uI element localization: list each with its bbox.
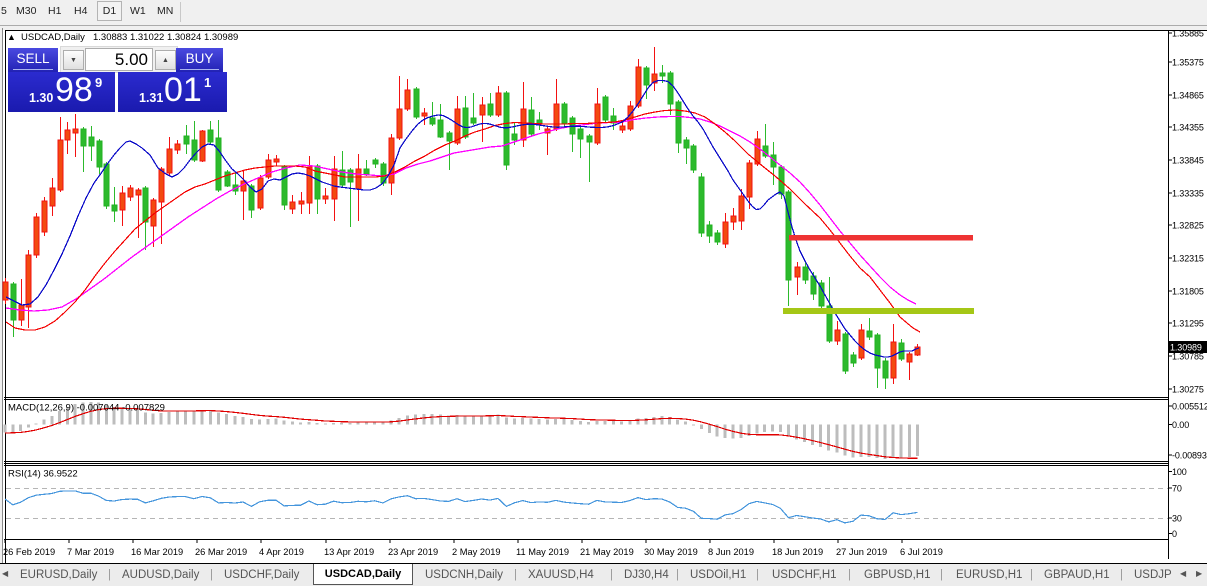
svg-text:1.34355: 1.34355 <box>1172 123 1204 133</box>
svg-text:1.35885: 1.35885 <box>1172 29 1204 39</box>
svg-text:11 May 2019: 11 May 2019 <box>516 547 569 557</box>
svg-text:1.30785: 1.30785 <box>1172 352 1204 362</box>
svg-text:0: 0 <box>1172 529 1177 539</box>
svg-text:30 May 2019: 30 May 2019 <box>644 547 698 557</box>
svg-text:18 Jun 2019: 18 Jun 2019 <box>772 547 823 557</box>
svg-text:26 Mar 2019: 26 Mar 2019 <box>195 547 247 557</box>
svg-text:100: 100 <box>1172 467 1187 477</box>
svg-text:1.31805: 1.31805 <box>1172 287 1204 297</box>
svg-text:1.33845: 1.33845 <box>1172 156 1204 166</box>
svg-text:1.33335: 1.33335 <box>1172 189 1204 199</box>
svg-text:1.35375: 1.35375 <box>1172 58 1204 68</box>
svg-text:RSI(14) 36.9522: RSI(14) 36.9522 <box>8 469 78 480</box>
svg-text:23 Apr 2019: 23 Apr 2019 <box>388 547 438 557</box>
svg-text:27 Jun 2019: 27 Jun 2019 <box>836 547 887 557</box>
svg-text:2 May 2019: 2 May 2019 <box>452 547 501 557</box>
svg-text:USDCAD,Daily: USDCAD,Daily <box>21 32 85 43</box>
svg-text:26 Feb 2019: 26 Feb 2019 <box>3 547 55 557</box>
svg-text:1.31295: 1.31295 <box>1172 319 1204 329</box>
svg-text:4 Apr 2019: 4 Apr 2019 <box>259 547 304 557</box>
svg-text:1.34865: 1.34865 <box>1172 91 1204 101</box>
svg-text:1.32315: 1.32315 <box>1172 254 1204 264</box>
svg-text:1.32825: 1.32825 <box>1172 221 1204 231</box>
svg-text:1.30883 1.31022 1.30824 1.3098: 1.30883 1.31022 1.30824 1.30989 <box>93 32 238 43</box>
svg-text:8 Jun 2019: 8 Jun 2019 <box>708 547 754 557</box>
svg-text:16 Mar 2019: 16 Mar 2019 <box>131 547 183 557</box>
svg-text:1.30989: 1.30989 <box>1170 343 1202 353</box>
svg-text:MACD(12,26,9) -0.007044 -0.007: MACD(12,26,9) -0.007044 -0.007829 <box>8 403 165 414</box>
svg-text:0.005512: 0.005512 <box>1172 402 1207 412</box>
svg-text:30: 30 <box>1172 514 1182 524</box>
svg-text:70: 70 <box>1172 484 1182 494</box>
svg-text:1.30275: 1.30275 <box>1172 385 1204 395</box>
svg-text:21 May 2019: 21 May 2019 <box>580 547 634 557</box>
svg-text:0.00: 0.00 <box>1172 420 1189 430</box>
svg-text:▲: ▲ <box>7 32 16 42</box>
svg-text:13 Apr 2019: 13 Apr 2019 <box>324 547 374 557</box>
svg-text:6 Jul 2019: 6 Jul 2019 <box>900 547 943 557</box>
svg-text:7 Mar 2019: 7 Mar 2019 <box>67 547 114 557</box>
svg-text:-0.00893: -0.00893 <box>1172 451 1207 461</box>
